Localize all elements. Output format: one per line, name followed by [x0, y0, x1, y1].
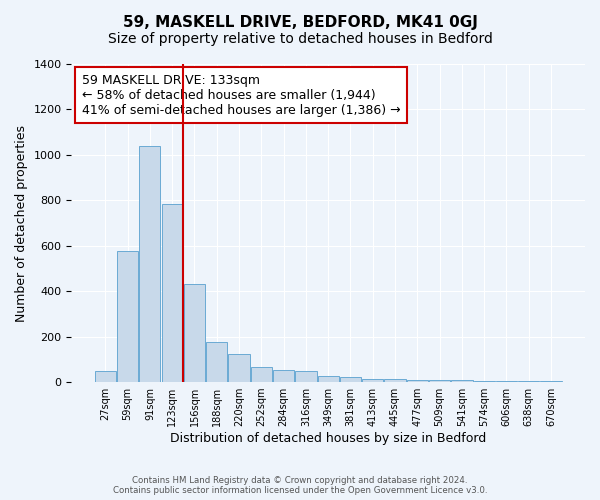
Bar [95, 370, 116, 382]
Bar [117, 252, 138, 382]
Bar [496, 381, 517, 382]
Bar [518, 381, 539, 382]
Bar [385, 380, 406, 382]
Bar [184, 284, 205, 382]
Text: 59, MASKELL DRIVE, BEDFORD, MK41 0GJ: 59, MASKELL DRIVE, BEDFORD, MK41 0GJ [122, 15, 478, 30]
Bar [229, 354, 250, 382]
Text: Contains HM Land Registry data © Crown copyright and database right 2024.
Contai: Contains HM Land Registry data © Crown c… [113, 476, 487, 495]
Bar [429, 380, 450, 382]
Bar [473, 380, 495, 382]
Text: Size of property relative to detached houses in Bedford: Size of property relative to detached ho… [107, 32, 493, 46]
Bar [139, 146, 160, 382]
Bar [340, 377, 361, 382]
Bar [362, 378, 383, 382]
X-axis label: Distribution of detached houses by size in Bedford: Distribution of detached houses by size … [170, 432, 487, 445]
Bar [541, 381, 562, 382]
Text: 59 MASKELL DRIVE: 133sqm
← 58% of detached houses are smaller (1,944)
41% of sem: 59 MASKELL DRIVE: 133sqm ← 58% of detach… [82, 74, 400, 116]
Bar [317, 376, 339, 382]
Y-axis label: Number of detached properties: Number of detached properties [15, 124, 28, 322]
Bar [295, 370, 317, 382]
Bar [161, 204, 183, 382]
Bar [407, 380, 428, 382]
Bar [206, 342, 227, 382]
Bar [251, 368, 272, 382]
Bar [273, 370, 294, 382]
Bar [451, 380, 473, 382]
